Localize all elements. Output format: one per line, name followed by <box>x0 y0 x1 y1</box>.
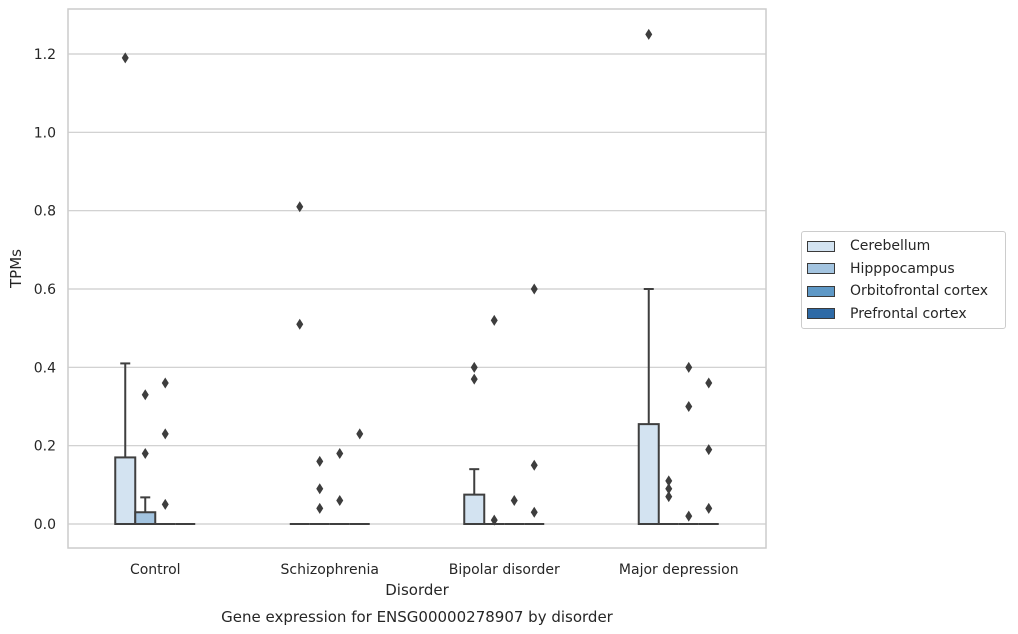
outlier-point <box>705 502 713 514</box>
legend-item: Hipppocampus <box>802 258 1005 281</box>
box-prefrontal-cortex <box>698 377 719 525</box>
legend-label: Prefrontal cortex <box>850 305 967 322</box>
x-tick-label: Major depression <box>619 562 739 578</box>
plot-frame <box>67 8 767 549</box>
legend-item: Prefrontal cortex <box>802 303 1005 326</box>
legend-label: Cerebellum <box>850 238 931 255</box>
outlier-point <box>296 318 304 330</box>
box-hipppocampus <box>484 314 505 526</box>
outlier-point <box>530 459 538 471</box>
outlier-point <box>296 201 304 213</box>
box-body <box>114 456 137 525</box>
outlier-point <box>685 401 693 412</box>
outlier-point <box>336 495 344 506</box>
outlier-point <box>705 444 713 456</box>
box-hipppocampus <box>658 475 679 525</box>
outlier-point <box>161 498 169 510</box>
outlier-point <box>316 483 324 495</box>
outlier-point <box>470 373 478 385</box>
outlier-point <box>665 475 673 487</box>
outlier-point <box>161 428 169 440</box>
outlier-point <box>316 502 324 514</box>
outlier-point <box>685 510 693 522</box>
box-body <box>463 493 486 525</box>
outlier-point <box>705 377 713 389</box>
legend-label: Orbitofrontal cortex <box>850 283 988 300</box>
legend-label: Hipppocampus <box>850 260 955 277</box>
legend-swatch <box>807 240 835 252</box>
box-body <box>637 423 660 525</box>
y-tick-label: 0.6 <box>34 282 56 298</box>
y-axis-label: TPMs <box>7 249 25 289</box>
box-prefrontal-cortex <box>524 283 545 525</box>
box-orbitofrontal-cortex <box>678 361 699 525</box>
boxes <box>114 28 719 526</box>
outlier-point <box>665 483 673 495</box>
legend: Cerebellum Hipppocampus Orbitofrontal cort… <box>801 231 1006 329</box>
box-orbitofrontal-cortex <box>504 495 525 525</box>
box-cerebellum <box>289 201 310 525</box>
outlier-point <box>530 506 538 518</box>
y-tick-label: 0.0 <box>34 517 56 533</box>
y-tick-label: 0.2 <box>34 439 56 455</box>
outlier-point <box>316 455 324 467</box>
legend-swatch <box>807 308 835 320</box>
outlier-point <box>510 495 518 506</box>
box-cerebellum <box>463 361 486 525</box>
y-tick-label: 1.0 <box>34 125 56 141</box>
y-tick-label: 1.2 <box>34 47 56 63</box>
outlier-point <box>685 361 693 373</box>
outlier-point <box>490 314 498 326</box>
outlier-point <box>665 491 673 503</box>
chart-title: Gene expression for ENSG00000278907 by d… <box>221 608 614 626</box>
y-tick-label: 0.4 <box>34 360 56 376</box>
box-orbitofrontal-cortex <box>329 448 350 525</box>
box-cerebellum <box>114 52 137 525</box>
legend-swatch <box>807 263 835 275</box>
x-axis-label: Disorder <box>385 581 449 599</box>
box-hipppocampus <box>309 455 330 525</box>
outlier-point <box>530 283 538 295</box>
outlier-point <box>161 377 169 389</box>
outlier-point <box>121 52 129 64</box>
legend-swatch <box>807 285 835 297</box>
grid-lines <box>68 53 766 525</box>
y-tick-labels: 0.0 0.2 0.4 0.6 0.8 1.0 1.2 <box>34 47 56 533</box>
box-body <box>134 511 157 525</box>
outlier-point <box>141 389 149 401</box>
x-tick-labels: Control Schizophrenia Bipolar disorder Majo… <box>130 562 739 578</box>
outlier-point <box>336 448 344 459</box>
box-cerebellum <box>637 28 660 525</box>
legend-item: Orbitofrontal cortex <box>802 280 1005 303</box>
x-tick-label: Bipolar disorder <box>449 562 560 578</box>
outlier-point <box>470 361 478 373</box>
outlier-point <box>141 448 149 459</box>
outlier-point <box>490 514 498 526</box>
legend-item: Cerebellum <box>802 235 1005 258</box>
box-prefrontal-cortex <box>349 428 370 525</box>
x-tick-label: Schizophrenia <box>281 562 379 578</box>
box-orbitofrontal-cortex <box>155 377 176 525</box>
outlier-point <box>645 28 653 40</box>
x-tick-label: Control <box>130 562 181 578</box>
y-tick-label: 0.8 <box>34 204 56 220</box>
outlier-point <box>356 428 364 440</box>
box-hipppocampus <box>134 389 157 525</box>
